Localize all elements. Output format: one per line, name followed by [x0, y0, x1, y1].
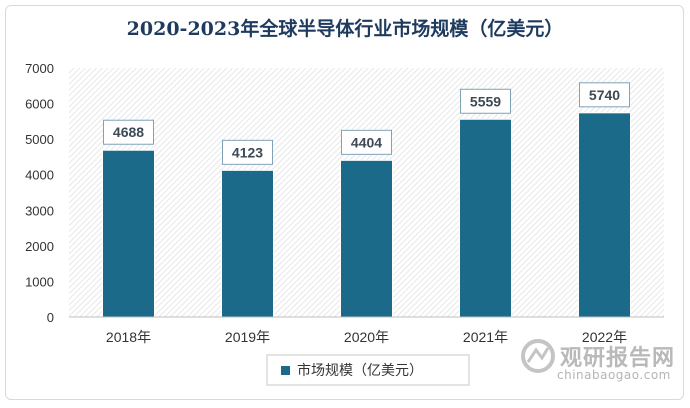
- y-tick-label-0: 0: [47, 310, 54, 325]
- data-label-box-0: [103, 119, 154, 145]
- legend-swatch: [281, 366, 290, 375]
- legend-box: [266, 354, 470, 386]
- x-tick-label-0: 2018年: [106, 329, 151, 345]
- watermark-logo-icon: [521, 339, 555, 373]
- data-label-4: 5740: [589, 87, 620, 103]
- data-label-box-1: [222, 139, 273, 165]
- bar-2: [340, 159, 393, 318]
- legend-label: 市场规模（亿美元）: [297, 362, 423, 378]
- watermark-name: 观研报告网: [560, 346, 676, 371]
- y-tick-label-6: 6000: [25, 97, 54, 112]
- x-axis: 2018年 2019年 2020年 2021年 2022年: [106, 329, 627, 345]
- bar-series: 4688 4123 4404 5559 5740: [102, 82, 631, 318]
- bar-3: [459, 118, 512, 318]
- data-label-box-2: [341, 129, 392, 155]
- data-label-box-3: [460, 88, 511, 114]
- y-tick-label-3: 3000: [25, 203, 54, 218]
- chart-title: 2020-2023年全球半导体行业市场规模（亿美元）: [126, 18, 564, 40]
- y-tick-label-4: 4000: [25, 168, 54, 183]
- data-label-0: 4688: [113, 124, 144, 140]
- data-label-box-4: [579, 82, 630, 108]
- bar-0: [102, 149, 155, 318]
- y-tick-label-1: 1000: [25, 274, 54, 289]
- data-label-1: 4123: [232, 144, 263, 160]
- x-tick-label-2: 2020年: [344, 329, 389, 345]
- y-tick-label-5: 5000: [25, 132, 54, 147]
- y-axis: 0 1000 2000 3000 4000 5000 6000 7000: [25, 61, 54, 325]
- x-tick-label-1: 2019年: [225, 329, 270, 345]
- legend: 市场规模（亿美元）: [266, 354, 470, 386]
- y-tick-label-2: 2000: [25, 239, 54, 254]
- bar-4: [578, 112, 631, 318]
- watermark-url: chinabaogao.com: [557, 368, 671, 382]
- y-tick-label-7: 7000: [25, 61, 54, 76]
- x-tick-label-4: 2022年: [582, 329, 627, 345]
- data-label-3: 5559: [470, 93, 501, 109]
- x-tick-label-3: 2021年: [463, 329, 508, 345]
- data-label-2: 4404: [351, 134, 382, 150]
- bar-1: [221, 169, 274, 318]
